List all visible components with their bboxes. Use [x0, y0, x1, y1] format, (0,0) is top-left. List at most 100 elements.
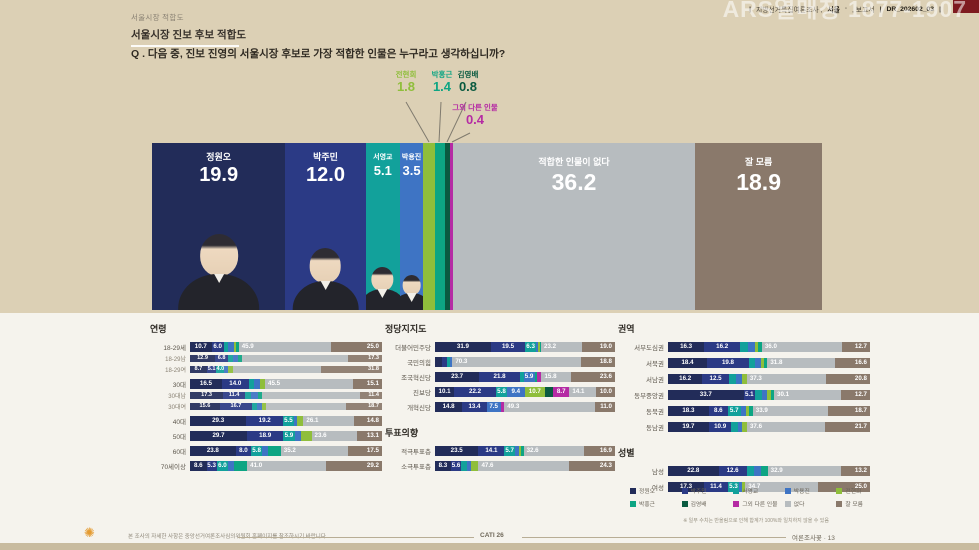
stacked-bar: 16.5 14.0 45.5 15.1: [190, 379, 382, 389]
breakdown-row-서남권: 서남권 16.2 12.5 37.3 20.8: [618, 374, 870, 384]
bar-segment: [257, 392, 263, 399]
bar-segment: 14.0: [221, 379, 249, 389]
bar-segment: 6.3: [525, 342, 537, 352]
section-age: 연령 18-29세 10.7 6.0 45.9 25.0 18-29남 12.9 6.8 17.3…: [150, 322, 382, 471]
main-bar-segment-6: [435, 143, 445, 310]
bar-segment: 14.8: [353, 416, 382, 426]
bar-segment: [747, 342, 755, 352]
color-legend: 정원오 박주민 서영교 박용진 전현희 박홍근 김영배 그외 다른 인물 없다 잘 모름: [630, 486, 882, 508]
callout-name: 그외 다른 인물: [452, 103, 498, 112]
breakdown-row-남성: 남성 22.8 12.6 32.9 13.2: [618, 466, 870, 476]
bar-segment: 22.2: [454, 387, 496, 397]
candidate-photo: [399, 275, 424, 310]
avatar-torso: [365, 289, 400, 310]
bar-segment: 13.1: [356, 431, 382, 441]
bar-segment: [737, 422, 742, 432]
document-icon: ▫: [844, 6, 848, 12]
bar-segment: 32.9: [767, 466, 841, 476]
bar-segment: 12.7: [841, 390, 870, 400]
bar-segment: 14.1: [569, 387, 597, 397]
candidate-name: 박주민: [313, 152, 338, 162]
bar-segment: 23.7: [435, 372, 480, 382]
stacked-bar: 8.3 5.6 47.6 24.3: [435, 461, 615, 471]
bar-segment: [262, 392, 361, 399]
bar-segment: 12.5: [702, 374, 729, 384]
callout-4: 그외 다른 인물 0.4: [442, 103, 508, 127]
bar-segment: 15.1: [352, 379, 382, 389]
bar-segment: [754, 390, 762, 400]
stacked-bar: 16.2 12.5 37.3 20.8: [668, 374, 870, 384]
breakdown-row-개혁신당: 개혁신당 14.8 13.4 7.5 49.3 11.0: [385, 402, 615, 412]
bar-segment: 5.9: [523, 372, 535, 382]
bar-segment: 19.8: [707, 358, 749, 368]
breakdown-column-region-gender: 권역 서부도심권 16.3 16.2 36.0 12.7 서북권 18.4 19.8 31.8 16…: [618, 322, 870, 506]
row-label: 조국혁신당: [401, 375, 431, 382]
candidate-name: 잘 모름: [744, 157, 773, 167]
bar-segment: [446, 357, 450, 367]
bar-segment: [237, 355, 242, 362]
bar-segment: 6.0: [216, 461, 229, 471]
row-label: 남성: [652, 469, 664, 476]
bar-segment: [537, 372, 542, 382]
section-gender: 성별 남성 22.8 12.6 32.9 13.2 여성 17.3 11.4 5.3 34.7 25.…: [618, 446, 870, 492]
main-bar-segment-7: [444, 143, 451, 310]
callout-leader-lines: [405, 101, 471, 143]
bar-segment: 10.9: [708, 422, 732, 432]
bar-segment: 37.6: [746, 422, 825, 432]
flower-logo-icon: ✺: [84, 525, 95, 540]
section-title: 권역: [618, 324, 635, 334]
legend-swatch: [836, 500, 843, 507]
candidate-value: 18.9: [736, 169, 781, 195]
meta-region: 서울: [827, 7, 840, 14]
legend-swatch: [733, 500, 740, 507]
candidate-photo: [292, 248, 359, 310]
breakdown-row-50대: 50대 29.7 18.9 5.9 23.6 13.1: [150, 431, 382, 441]
bar-segment: [260, 379, 266, 389]
bar-segment: [748, 358, 756, 368]
bar-segment: 31.8: [767, 358, 835, 368]
footer-method-label: CATI 26: [480, 532, 504, 539]
legend-swatch: [733, 487, 740, 494]
bar-segment: [757, 342, 762, 352]
bar-segment: [536, 342, 538, 352]
breakdown-row-동부중앙권: 동부중앙권 33.7 5.1 30.1 12.7: [618, 390, 870, 400]
legend-swatch: [784, 500, 791, 507]
breakdown-column-age: 연령 18-29세 10.7 6.0 45.9 25.0 18-29남 12.9 6.8 17.3…: [150, 322, 382, 485]
bar-segment: 5.9: [283, 431, 295, 441]
row-label: 여성: [652, 485, 664, 492]
row-label: 18-29여: [165, 368, 186, 374]
legend-item-김영배: 김영배: [681, 499, 728, 508]
section-party: 정당지지도 더불어민주당 31.9 19.5 6.3 23.2 19.0 국민의힘 70.3 18…: [385, 322, 615, 412]
row-label: 더불어민주당: [395, 345, 431, 352]
meta-divider: |: [939, 5, 941, 13]
bar-segment: 31.9: [435, 342, 491, 352]
avatar-head: [199, 234, 238, 276]
main-candidate-bar-chart: 정원오 19.9 박주민 12.0 서영교 5.1 박용진 3.5 적합한 인물이 없다 36.2…: [152, 143, 822, 310]
bar-segment: 23.8: [190, 446, 236, 456]
legend-item-서영교: 서영교: [733, 486, 779, 495]
bar-segment: 21.8: [479, 372, 520, 382]
bar-segment: [544, 387, 553, 397]
bar-segment: 33.9: [752, 406, 829, 416]
avatar-head: [371, 266, 394, 292]
stacked-bar: 8.7 5.1 4.0 31.8: [190, 366, 382, 373]
bar-segment: [266, 403, 347, 410]
legend-label: 박주민: [690, 489, 707, 495]
bar-segment: 47.6: [478, 461, 569, 471]
callout-1: 전현희 1.8: [386, 70, 426, 94]
bar-segment: 30.1: [774, 390, 842, 400]
bar-segment: [245, 392, 251, 399]
bar-segment: [740, 406, 747, 416]
bottom-strip: [0, 543, 979, 550]
callout-value: 1.4: [432, 79, 452, 94]
bar-segment: 5.6: [450, 461, 462, 471]
bar-segment: [767, 390, 771, 400]
bar-segment: 16.2: [668, 374, 703, 384]
bar-segment: [449, 357, 453, 367]
bar-segment: [461, 461, 468, 471]
bar-segment: [233, 366, 321, 373]
bar-segment: [537, 342, 540, 352]
legend-item-박용진: 박용진: [784, 486, 831, 495]
legend-swatch: [784, 487, 791, 494]
bar-segment: 29.7: [190, 431, 248, 441]
